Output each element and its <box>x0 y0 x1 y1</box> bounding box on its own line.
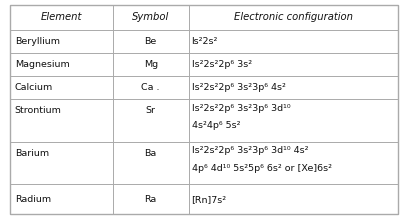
Text: Element: Element <box>41 12 82 22</box>
Text: Ba: Ba <box>145 149 157 158</box>
Text: Radium: Radium <box>15 195 51 204</box>
Text: ls²2s²2p⁶ 3s²3p⁶ 4s²: ls²2s²2p⁶ 3s²3p⁶ 4s² <box>191 83 286 92</box>
Text: ls²2s²: ls²2s² <box>191 37 218 46</box>
Text: Symbol: Symbol <box>132 12 169 22</box>
Text: Magnesium: Magnesium <box>15 60 69 69</box>
Text: Barium: Barium <box>15 149 49 158</box>
Text: ls²2s²2p⁶ 3s²: ls²2s²2p⁶ 3s² <box>191 60 252 69</box>
Text: 4s²4p⁶ 5s²: 4s²4p⁶ 5s² <box>191 121 240 130</box>
Text: Beryllium: Beryllium <box>15 37 60 46</box>
Text: Electronic configuration: Electronic configuration <box>234 12 353 22</box>
Text: Strontium: Strontium <box>15 106 62 115</box>
Text: Ra: Ra <box>145 195 157 204</box>
Text: ls²2s²2p⁶ 3s²3p⁶ 3d¹⁰ 4s²: ls²2s²2p⁶ 3s²3p⁶ 3d¹⁰ 4s² <box>191 146 308 155</box>
Text: Be: Be <box>145 37 157 46</box>
Text: 4p⁶ 4d¹⁰ 5s²5p⁶ 6s² or [Xe]6s²: 4p⁶ 4d¹⁰ 5s²5p⁶ 6s² or [Xe]6s² <box>191 164 332 172</box>
Text: Sr: Sr <box>146 106 156 115</box>
Text: Ca .: Ca . <box>141 83 160 92</box>
Text: [Rn]7s²: [Rn]7s² <box>191 195 227 204</box>
Text: Calcium: Calcium <box>15 83 53 92</box>
Text: Mg: Mg <box>144 60 158 69</box>
Text: ls²2s²2p⁶ 3s²3p⁶ 3d¹⁰: ls²2s²2p⁶ 3s²3p⁶ 3d¹⁰ <box>191 104 290 113</box>
